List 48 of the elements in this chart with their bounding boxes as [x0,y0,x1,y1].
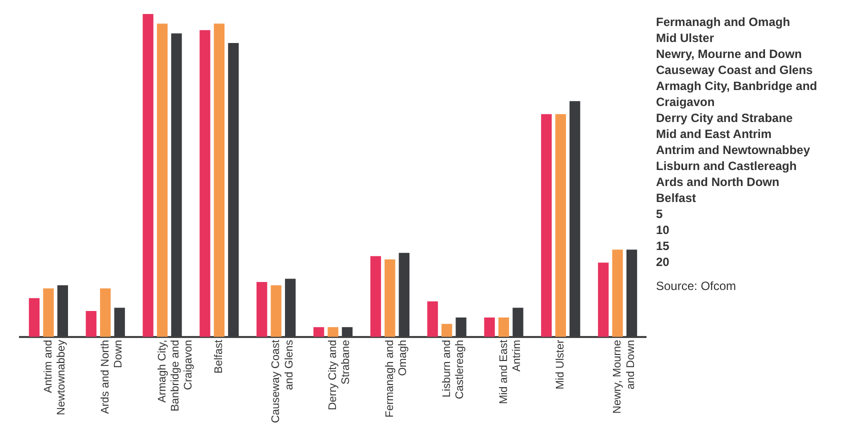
bar [214,24,225,337]
bar [156,24,168,337]
text: Belfast [656,190,698,206]
x-tick-label: Lisburn and Castlereagh [440,340,466,400]
text: Lisburn and Castlereagh [656,158,798,174]
x-tick-label: Mid Ulster [554,340,567,390]
bar [427,301,438,337]
bar [441,324,452,337]
x-tick-label: Causeway Coast and Glens [270,339,296,424]
text: Derry City and Strabane [656,110,794,126]
text: Newry, Mourne and Down [656,46,803,62]
bar [555,114,566,337]
bar [328,327,338,337]
x-tick-label: Ards and North Down [99,340,125,414]
text: Fermanagh and Omagh [656,14,792,30]
x-tick-label: Belfast [213,340,226,374]
text: 10 [656,222,670,238]
x-tick-label: Armagh City, Banbridge and Craigavon [156,340,195,412]
bar [256,282,268,337]
text: 5 [656,206,664,222]
bar [313,327,324,337]
text: Antrim and Newtownabbey [656,142,812,158]
bar [270,285,282,337]
bar [43,288,54,337]
bar [200,30,210,337]
x-tick-label: Antrim and Newtownabbey [42,339,68,416]
text: 15 [656,238,670,254]
text: Ards and North Down [656,174,780,190]
bar [86,311,96,337]
bar [370,256,382,337]
text: 20 [656,254,670,270]
bar [598,262,609,337]
text: Causeway Coast and Glens [656,62,814,78]
bar [28,298,40,337]
text: Mid Ulster [656,30,716,46]
bar [384,259,396,337]
text: Armagh City, Banbridge and Craigavon [656,78,818,110]
x-tick-label: Mid and East Antrim [498,340,523,404]
x-tick-label: Newry, Mourne and Down [612,340,637,414]
bar [100,288,111,337]
bar [498,317,510,337]
bar [541,114,552,337]
x-tick-label: Fermanagh and Omagh [384,340,410,418]
bar [484,317,495,337]
text: Mid and East Antrim [656,126,773,142]
source-note: Source: Ofcom [656,278,738,294]
bar [612,250,623,337]
bar [142,14,154,337]
